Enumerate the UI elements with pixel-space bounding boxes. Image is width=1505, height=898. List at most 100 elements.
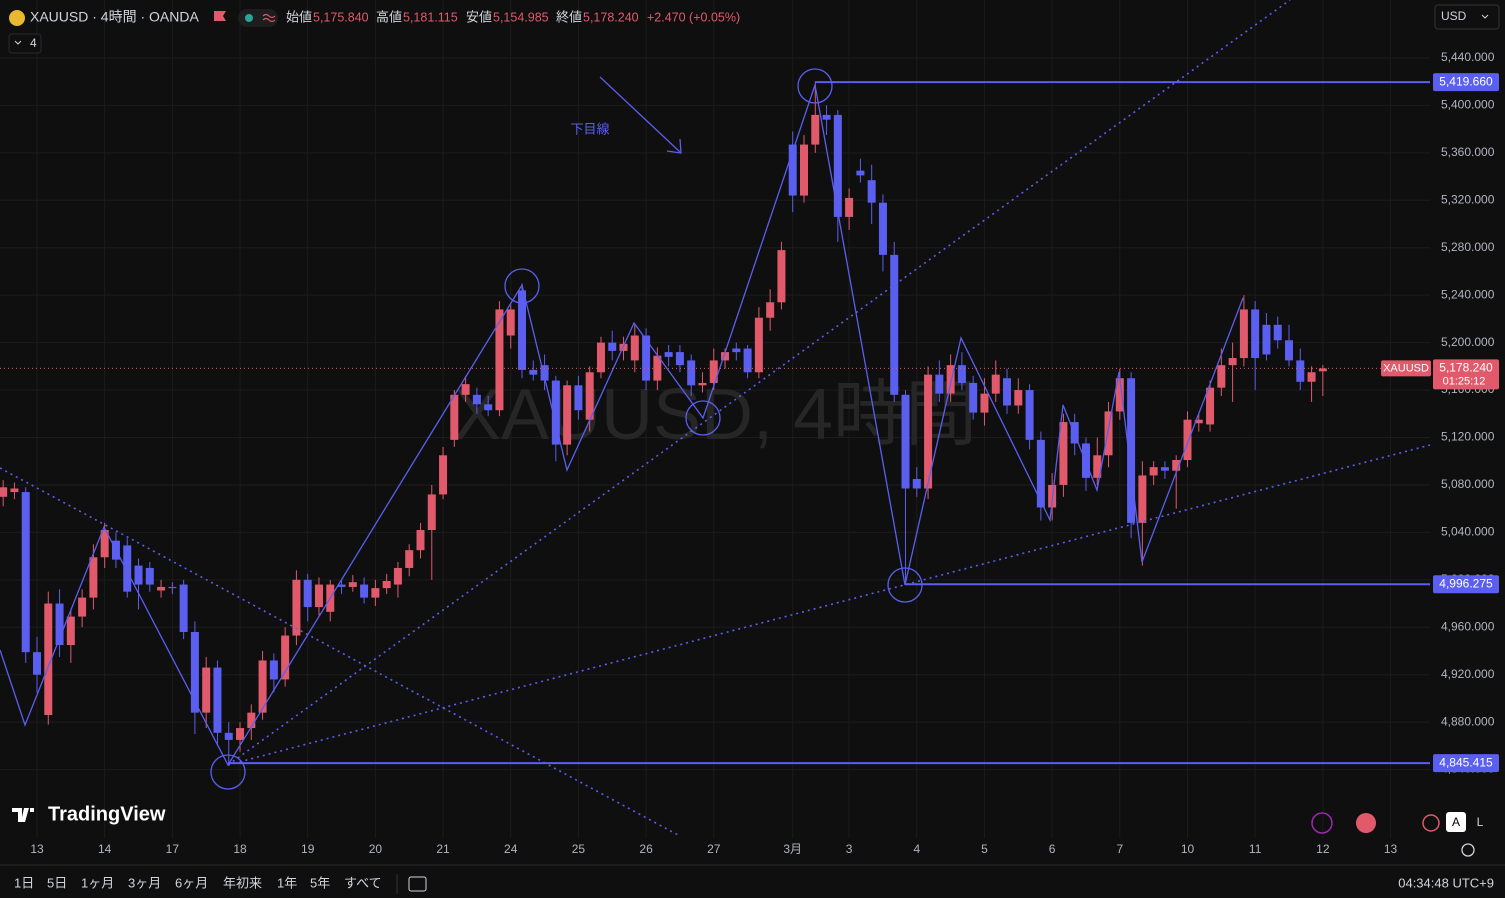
x-tick-label: 13	[1384, 842, 1398, 856]
x-tick-label: 13	[30, 842, 44, 856]
y-tick-label: 5,360.000	[1441, 145, 1495, 159]
candle-body	[630, 335, 639, 361]
candle-body	[596, 342, 605, 373]
candle-body	[585, 372, 594, 420]
candle-body	[337, 584, 346, 587]
symbol-title[interactable]: XAUUSD · 4時間 · OANDA	[30, 9, 199, 25]
range-button[interactable]: 1日	[14, 875, 34, 890]
y-tick-label: 5,200.000	[1441, 335, 1495, 349]
candle-body	[371, 588, 380, 598]
candle-body	[1172, 460, 1181, 471]
scale-label[interactable]: L	[1477, 815, 1484, 829]
x-tick-label: 18	[233, 842, 247, 856]
candle-body	[901, 394, 910, 489]
x-tick-label: 20	[369, 842, 383, 856]
candle-body	[281, 635, 290, 680]
candle-body	[845, 197, 854, 217]
x-tick-label: 26	[639, 842, 653, 856]
candle-body	[1104, 411, 1113, 456]
level-tag	[1433, 73, 1499, 92]
settings-icon[interactable]	[1461, 843, 1475, 857]
indicator-toggle[interactable]	[8, 33, 42, 54]
range-button[interactable]: 年初来	[223, 875, 262, 890]
x-tick-label: 7	[1116, 842, 1123, 856]
candle-body	[1081, 443, 1090, 478]
currency-select[interactable]	[1434, 4, 1500, 30]
candle-body	[912, 479, 921, 489]
candle-body	[675, 352, 684, 366]
candle-body	[303, 579, 312, 608]
change: +2.470 (+0.05%)	[647, 10, 740, 24]
range-button[interactable]: 6ヶ月	[175, 875, 208, 890]
candle-body	[1217, 365, 1226, 388]
candle-body	[10, 488, 19, 493]
clock[interactable]: 04:34:48 UTC+9	[1398, 875, 1494, 890]
candle-body	[1307, 372, 1316, 382]
candle-body	[179, 584, 188, 632]
y-tick-label: 4,880.000	[1441, 714, 1495, 728]
candle-body	[642, 335, 651, 381]
range-button[interactable]: 3ヶ月	[128, 875, 161, 890]
candle-body	[1003, 378, 1012, 406]
candle-body	[258, 660, 267, 713]
candle-body	[935, 374, 944, 394]
candle-body	[1206, 387, 1215, 425]
candle-body	[1285, 340, 1294, 361]
scale-label: A	[1452, 815, 1460, 829]
y-tick-label: 5,400.000	[1441, 98, 1495, 112]
x-tick-label: 25	[572, 842, 586, 856]
candle-body	[1228, 358, 1237, 366]
candle-body	[89, 557, 98, 598]
candle-body	[292, 579, 301, 636]
flag-icon[interactable]	[214, 11, 226, 21]
candle-body	[766, 302, 775, 318]
x-tick-label: 27	[707, 842, 721, 856]
ohlc-label: 終値	[556, 9, 582, 24]
candle-body	[134, 565, 143, 585]
symbol-tag	[1381, 360, 1431, 377]
candle-body	[811, 114, 820, 145]
icon[interactable]	[1356, 813, 1376, 833]
range-button[interactable]: すべて	[344, 875, 382, 890]
ohlc-label: 安値	[466, 9, 492, 24]
icon[interactable]	[1311, 812, 1333, 834]
candle-body	[878, 202, 887, 255]
range-button[interactable]: 5年	[310, 875, 330, 890]
x-tick-label: 14	[98, 842, 112, 856]
candle-body	[32, 652, 41, 675]
candle-body	[224, 732, 233, 740]
candle-body	[1025, 390, 1034, 440]
brand: TradingView	[48, 803, 166, 825]
range-button[interactable]: 5日	[47, 875, 67, 890]
candle-body	[890, 254, 899, 395]
scale-button[interactable]	[1446, 812, 1466, 832]
range-button[interactable]: 1ヶ月	[81, 875, 114, 890]
status-dot	[245, 14, 253, 22]
candle-body	[957, 365, 966, 383]
y-tick-label: 5,120.000	[1441, 430, 1495, 444]
candle-body	[1262, 324, 1271, 355]
x-tick-label: 19	[301, 842, 315, 856]
candle-body	[1138, 475, 1147, 523]
grid	[0, 0, 1430, 838]
candle-body	[1149, 467, 1158, 476]
annotation: 下目線	[570, 121, 609, 136]
status-pill[interactable]	[238, 9, 278, 27]
candle-body	[608, 342, 617, 351]
candle-body	[946, 365, 955, 394]
marker-circle	[210, 754, 246, 790]
zigzag	[0, 84, 1244, 767]
marker-circle	[797, 68, 833, 104]
candle-body	[439, 455, 448, 495]
date-range-icon[interactable]	[408, 876, 427, 892]
candle-body	[777, 250, 786, 303]
icon[interactable]	[1422, 814, 1440, 832]
range-button[interactable]: 1年	[277, 875, 297, 890]
countdown: 01:25:12	[1443, 375, 1486, 387]
candle-body	[21, 492, 30, 653]
y-tick-label: 4,920.000	[1441, 667, 1495, 681]
level-tag	[1433, 575, 1499, 594]
candle-body	[1183, 419, 1192, 461]
x-tick-label: 17	[166, 842, 180, 856]
y-tick-label: 5,240.000	[1441, 287, 1495, 301]
